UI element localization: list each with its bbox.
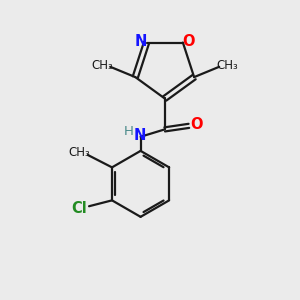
Text: CH₃: CH₃	[217, 59, 238, 72]
Text: O: O	[182, 34, 194, 49]
Text: N: N	[135, 34, 147, 49]
Text: CH₃: CH₃	[91, 59, 113, 72]
Text: N: N	[134, 128, 146, 143]
Text: H: H	[123, 125, 133, 138]
Text: CH₃: CH₃	[69, 146, 91, 159]
Text: Cl: Cl	[71, 201, 87, 216]
Text: O: O	[190, 117, 203, 132]
